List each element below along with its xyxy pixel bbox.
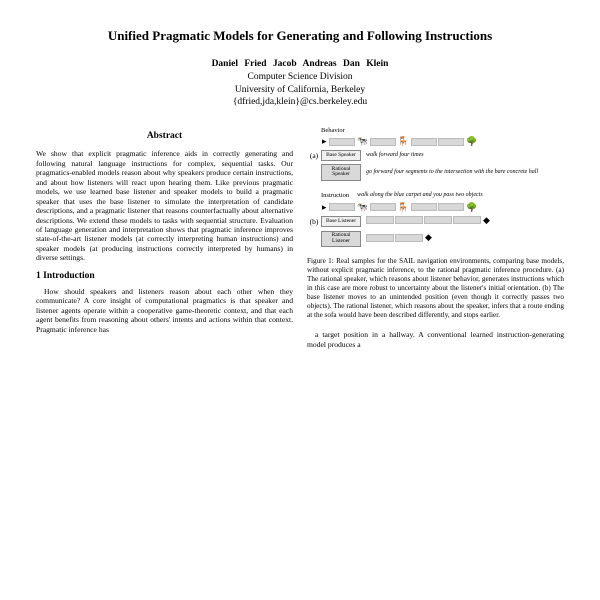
track-seg xyxy=(424,216,452,224)
track-seg xyxy=(453,216,481,224)
rational-listener-route: ◆ xyxy=(366,233,433,242)
bush-icon: 🌳 xyxy=(466,137,477,146)
cart-icon: ▸ xyxy=(322,203,327,212)
cow-icon: 🐄 xyxy=(357,203,368,212)
fig-a-row2: Rational Speaker go forward four segment… xyxy=(307,164,564,181)
fig-instruction-label: Instruction xyxy=(321,192,349,200)
track-seg xyxy=(370,203,396,211)
bush-icon: 🌳 xyxy=(466,203,477,212)
track-seg xyxy=(370,138,396,146)
cart-icon: ▸ xyxy=(322,137,327,146)
right-column: Behavior ▸ 🐄 🪑 🌳 (a) Base Speaker walk f… xyxy=(307,127,564,349)
end-icon: ◆ xyxy=(425,233,432,242)
track-seg xyxy=(329,138,355,146)
left-column: Abstract We show that explicit pragmatic… xyxy=(36,127,293,349)
track-seg xyxy=(438,138,464,146)
intro-body: How should speakers and listeners reason… xyxy=(36,287,293,334)
fig-behavior-label: Behavior xyxy=(321,127,564,135)
base-listener-route: ◆ xyxy=(366,216,491,225)
fig-a-label: (a) xyxy=(307,151,321,160)
intro-heading: 1 Introduction xyxy=(36,271,293,283)
fig-a-text1: walk forward four times xyxy=(366,152,564,159)
fig-b-text: walk along the blue carpet and you pass … xyxy=(357,192,564,199)
figure-1: Behavior ▸ 🐄 🪑 🌳 (a) Base Speaker walk f… xyxy=(307,127,564,247)
col2-body: a target position in a hallway. A conven… xyxy=(307,330,564,349)
track-seg xyxy=(411,203,437,211)
chair-icon: 🪑 xyxy=(398,203,409,212)
fig-b-label: (b) xyxy=(307,217,321,226)
author-block: Daniel Fried Jacob Andreas Dan Klein Com… xyxy=(36,58,564,109)
abstract-heading: Abstract xyxy=(36,131,293,143)
track-seg xyxy=(395,216,423,224)
fig-a-track: ▸ 🐄 🪑 🌳 xyxy=(321,137,564,146)
fig-b-row2: Rational Listener ◆ xyxy=(307,231,564,248)
figure-1-caption: Figure 1: Real samples for the SAIL navi… xyxy=(307,257,564,320)
fig-b-row1: (b) Base Listener ◆ xyxy=(307,216,564,228)
abstract-body: We show that explicit pragmatic inferenc… xyxy=(36,149,293,263)
track-seg xyxy=(366,216,394,224)
track-seg xyxy=(411,138,437,146)
track-seg xyxy=(366,234,394,242)
track-seg xyxy=(329,203,355,211)
page: Unified Pragmatic Models for Generating … xyxy=(0,0,600,349)
fig-a-row1: (a) Base Speaker walk forward four times xyxy=(307,150,564,161)
paper-title: Unified Pragmatic Models for Generating … xyxy=(36,28,564,44)
base-listener-badge: Base Listener xyxy=(321,216,361,227)
affiliation-2: University of California, Berkeley xyxy=(36,84,564,97)
end-icon: ◆ xyxy=(483,216,490,225)
rational-listener-badge: Rational Listener xyxy=(321,231,361,248)
author-email: {dfried,jda,klein}@cs.berkeley.edu xyxy=(36,96,564,109)
author-names: Daniel Fried Jacob Andreas Dan Klein xyxy=(36,58,564,71)
affiliation-1: Computer Science Division xyxy=(36,71,564,84)
track-seg xyxy=(438,203,464,211)
chair-icon: 🪑 xyxy=(398,137,409,146)
two-column-layout: Abstract We show that explicit pragmatic… xyxy=(36,127,564,349)
fig-b-instruction-row: Instruction walk along the blue carpet a… xyxy=(307,192,564,200)
fig-a-text2: go forward four segments to the intersec… xyxy=(366,169,564,176)
rational-speaker-badge: Rational Speaker xyxy=(321,164,361,181)
cow-icon: 🐄 xyxy=(357,137,368,146)
spacer xyxy=(307,184,564,192)
base-speaker-badge: Base Speaker xyxy=(321,150,361,161)
fig-b-track: ▸ 🐄 🪑 🌳 xyxy=(321,203,564,212)
track-seg xyxy=(395,234,423,242)
